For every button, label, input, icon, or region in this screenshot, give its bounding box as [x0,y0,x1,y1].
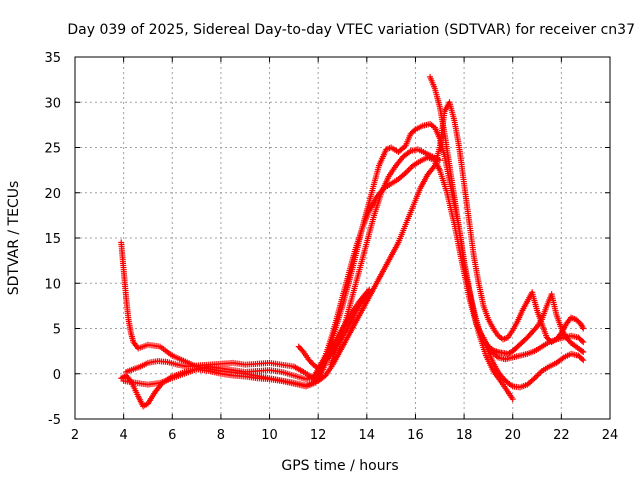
data-point [366,286,373,293]
data-point [579,348,586,355]
data-point [404,168,411,175]
data-point [407,165,414,172]
series-track-c [120,154,587,388]
x-tick-label: 20 [504,428,521,443]
data-point [436,157,443,164]
x-tick-label: 22 [553,428,570,443]
chart-title: Day 039 of 2025, Sidereal Day-to-day VTE… [67,22,635,38]
series-track-a [118,120,516,403]
series-track-g [327,146,443,368]
x-tick-label: 16 [407,428,424,443]
x-tick-label: 24 [602,428,619,443]
data-point [580,325,587,332]
y-tick-label: 20 [44,187,61,202]
x-tick-label: 12 [310,428,327,443]
x-tick-label: 18 [456,428,473,443]
series-track-e [427,73,587,357]
data-point [580,349,587,356]
series-track-h [480,334,587,391]
data-point [579,356,586,363]
grid [74,56,611,420]
x-tick-label: 14 [359,428,376,443]
data-points [118,73,587,410]
data-point [580,357,587,364]
y-axis-label: SDTVAR / TECUs [6,181,22,296]
data-point [411,127,418,134]
y-tick-label: 5 [53,323,61,338]
y-tick-label: -5 [48,413,61,428]
data-point [405,166,412,173]
x-tick-label: 6 [168,428,176,443]
data-point [580,339,587,346]
data-point [509,396,516,403]
series-track-b [118,289,370,410]
y-tick-label: 15 [44,232,61,247]
data-point [533,373,540,380]
x-tick-label: 4 [119,428,127,443]
data-point [299,347,306,354]
x-tick-label: 2 [71,428,79,443]
data-point [579,337,586,344]
data-point [532,325,539,332]
y-tick-label: 30 [44,96,61,111]
y-tick-label: 0 [53,368,61,383]
x-axis-label: GPS time / hours [281,458,398,474]
y-tick-label: 25 [44,142,61,157]
y-tick-label: 10 [44,277,61,292]
y-tick-label: 35 [44,51,61,66]
series-track-d [123,99,587,384]
x-tick-label: 8 [217,428,225,443]
x-tick-label: 10 [261,428,278,443]
data-point [535,370,542,377]
